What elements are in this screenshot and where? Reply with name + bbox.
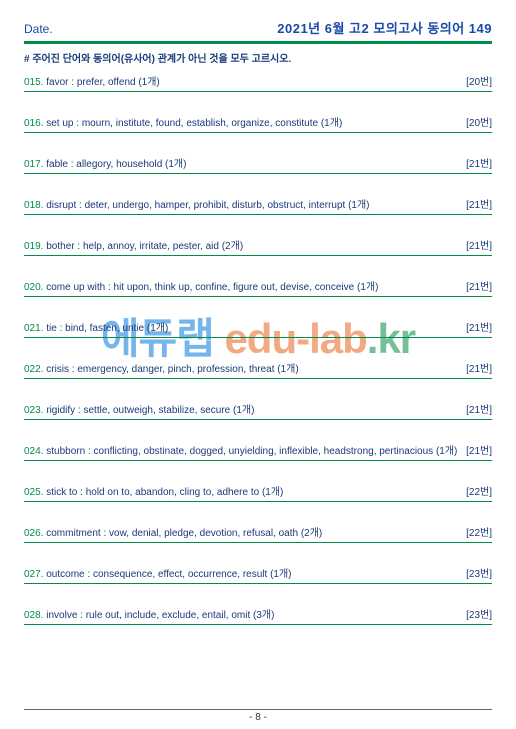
question-row: 022. crisis : emergency, danger, pinch, … — [24, 360, 492, 377]
question-number: 015. — [24, 77, 46, 88]
question-ref: [23번] — [466, 565, 492, 580]
header: Date. 2021년 6월 고2 모의고사 동의어 149 — [24, 18, 492, 37]
question-number: 028. — [24, 610, 46, 621]
question-row: 020. come up with : hit upon, think up, … — [24, 278, 492, 295]
question-number: 026. — [24, 528, 46, 539]
page-number: - 8 - — [249, 712, 267, 723]
row-rule — [24, 378, 492, 379]
question-number: 025. — [24, 487, 46, 498]
question-number: 024. — [24, 446, 46, 457]
question-text: 024. stubborn : conflicting, obstinate, … — [24, 442, 457, 457]
question-row: 018. disrupt : deter, undergo, hamper, p… — [24, 196, 492, 213]
question-row: 028. involve : rule out, include, exclud… — [24, 606, 492, 623]
row-rule — [24, 173, 492, 174]
row-rule — [24, 255, 492, 256]
question-text: 025. stick to : hold on to, abandon, cli… — [24, 483, 283, 498]
question-row: 021. tie : bind, fasten, untie (1개) [21번] — [24, 319, 492, 336]
row-rule — [24, 91, 492, 92]
question-text: 023. rigidify : settle, outweigh, stabil… — [24, 401, 254, 416]
question-ref: [21번] — [466, 278, 492, 293]
question-text: 015. favor : prefer, offend (1개) — [24, 73, 160, 88]
question-row: 019. bother : help, annoy, irritate, pes… — [24, 237, 492, 254]
question-number: 018. — [24, 200, 46, 211]
question-number: 017. — [24, 159, 46, 170]
question-number: 020. — [24, 282, 46, 293]
question-row: 016. set up : mourn, institute, found, e… — [24, 114, 492, 131]
question-row: 027. outcome : consequence, effect, occu… — [24, 565, 492, 582]
row-rule — [24, 501, 492, 502]
question-text: 028. involve : rule out, include, exclud… — [24, 606, 274, 621]
question-number: 022. — [24, 364, 46, 375]
question-row: 017. fable : allegory, household (1개) [21… — [24, 155, 492, 172]
question-number: 019. — [24, 241, 46, 252]
question-row: 024. stubborn : conflicting, obstinate, … — [24, 442, 492, 459]
row-rule — [24, 583, 492, 584]
question-ref: [22번] — [466, 524, 492, 539]
row-rule — [24, 542, 492, 543]
instruction-text: # 주어진 단어와 동의어(유사어) 관계가 아닌 것을 모두 고르시오. — [24, 50, 492, 65]
question-ref: [21번] — [466, 319, 492, 334]
row-rule — [24, 460, 492, 461]
question-text: 027. outcome : consequence, effect, occu… — [24, 565, 292, 580]
question-text: 016. set up : mourn, institute, found, e… — [24, 114, 342, 129]
question-text: 017. fable : allegory, household (1개) — [24, 155, 186, 170]
question-ref: [21번] — [466, 237, 492, 252]
row-rule — [24, 419, 492, 420]
question-ref: [22번] — [466, 483, 492, 498]
header-rule — [24, 41, 492, 44]
question-ref: [21번] — [466, 155, 492, 170]
question-ref: [21번] — [466, 196, 492, 211]
question-row: 025. stick to : hold on to, abandon, cli… — [24, 483, 492, 500]
question-row: 026. commitment : vow, denial, pledge, d… — [24, 524, 492, 541]
question-ref: [20번] — [466, 114, 492, 129]
question-number: 027. — [24, 569, 46, 580]
row-rule — [24, 337, 492, 338]
footer: - 8 - — [0, 709, 516, 723]
question-text: 019. bother : help, annoy, irritate, pes… — [24, 237, 243, 252]
question-ref: [21번] — [466, 360, 492, 375]
row-rule — [24, 624, 492, 625]
question-ref: [23번] — [466, 606, 492, 621]
question-text: 022. crisis : emergency, danger, pinch, … — [24, 360, 299, 375]
row-rule — [24, 296, 492, 297]
question-text: 026. commitment : vow, denial, pledge, d… — [24, 524, 322, 539]
question-ref: [21번] — [466, 442, 492, 457]
question-text: 021. tie : bind, fasten, untie (1개) — [24, 319, 168, 334]
page-title: 2021년 6월 고2 모의고사 동의어 149 — [277, 18, 492, 37]
footer-rule — [24, 709, 492, 710]
question-text: 018. disrupt : deter, undergo, hamper, p… — [24, 196, 370, 211]
row-rule — [24, 132, 492, 133]
row-rule — [24, 214, 492, 215]
question-ref: [21번] — [466, 401, 492, 416]
question-list: 015. favor : prefer, offend (1개) [20번] 016… — [24, 73, 492, 625]
question-text: 020. come up with : hit upon, think up, … — [24, 278, 378, 293]
question-row: 015. favor : prefer, offend (1개) [20번] — [24, 73, 492, 90]
question-number: 016. — [24, 118, 46, 129]
question-ref: [20번] — [466, 73, 492, 88]
question-number: 023. — [24, 405, 46, 416]
question-row: 023. rigidify : settle, outweigh, stabil… — [24, 401, 492, 418]
question-number: 021. — [24, 323, 46, 334]
date-label: Date. — [24, 22, 53, 36]
